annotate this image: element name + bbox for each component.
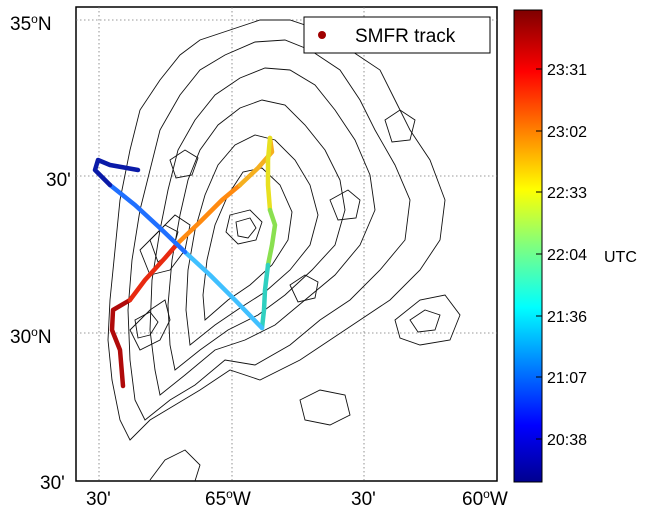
lon-label-30min-left: 30'	[86, 489, 111, 510]
graticule	[76, 7, 497, 481]
lon-label-30min-right: 30'	[351, 489, 376, 510]
lon-labels: 30' 65oW 30' 60oW	[86, 487, 508, 510]
colorbar-tick-label: 21:07	[547, 370, 587, 387]
contour-lines	[107, 19, 461, 481]
lon-label-60w: 60oW	[462, 487, 508, 510]
colorbar-tick-label: 22:04	[547, 247, 587, 264]
colorbar-tick-label: 23:31	[547, 62, 587, 79]
colorbar-unit-label: UTC	[604, 249, 637, 266]
lat-labels: 35oN 30' 30oN 30'	[10, 12, 71, 494]
colorbar	[513, 9, 543, 483]
lon-label-65w: 65oW	[205, 487, 251, 510]
colorbar-tick-label: 20:38	[547, 432, 587, 449]
colorbar-tick-label: 22:33	[547, 185, 587, 202]
legend-label: SMFR track	[355, 26, 456, 47]
map-frame	[75, 6, 498, 482]
smfr-track	[92, 135, 278, 389]
colorbar-ticks	[536, 68, 542, 440]
legend-box	[303, 16, 491, 54]
colorbar-labels: 23:31 23:02 22:33 22:04 21:36 21:07 20:3…	[547, 62, 587, 449]
colorbar-tick-label: 21:36	[547, 309, 587, 326]
lat-label-30n: 30oN	[10, 325, 52, 348]
lat-label-30min-lower: 30'	[40, 473, 65, 494]
colorbar-tick-label: 23:02	[547, 124, 587, 141]
lat-label-35n: 35oN	[10, 12, 52, 35]
legend-marker	[318, 31, 326, 39]
lat-label-30min-upper: 30'	[46, 170, 71, 191]
